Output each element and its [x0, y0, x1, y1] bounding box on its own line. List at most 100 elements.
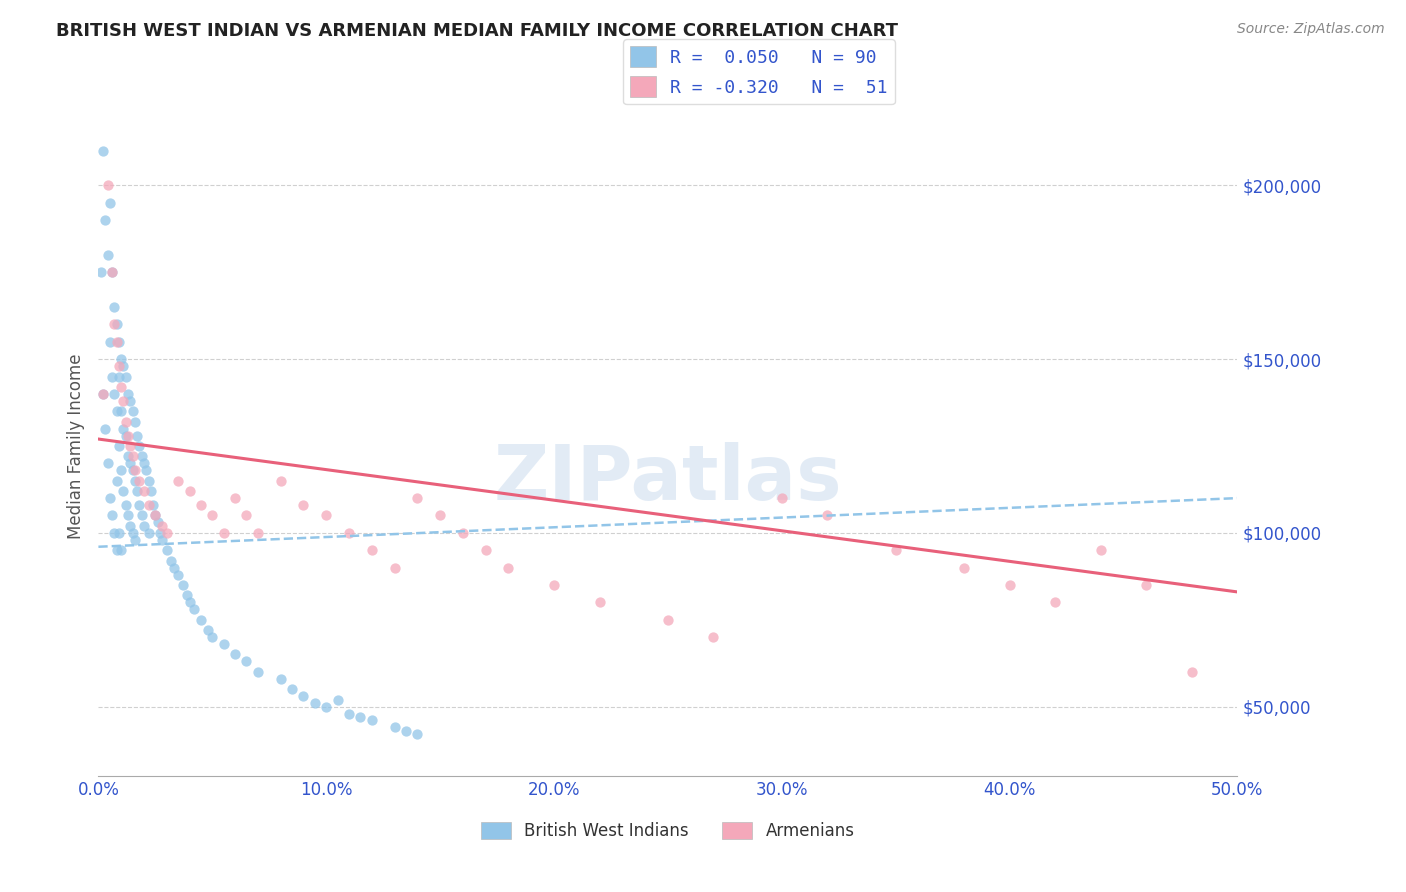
Point: [94, 213, 117, 227]
Point: [103, 300, 125, 314]
Point: [162, 560, 184, 574]
Point: [117, 387, 139, 401]
Point: [120, 519, 142, 533]
Point: [91, 144, 114, 158]
Point: [212, 637, 235, 651]
Point: [884, 543, 907, 558]
Y-axis label: Median Family Income: Median Family Income: [66, 353, 84, 539]
Point: [101, 369, 124, 384]
Point: [96, 248, 118, 262]
Point: [179, 595, 201, 609]
Point: [121, 463, 143, 477]
Point: [108, 359, 131, 373]
Point: [91, 387, 114, 401]
Point: [120, 393, 142, 408]
Point: [474, 543, 496, 558]
Point: [120, 456, 142, 470]
Point: [201, 508, 224, 523]
Point: [138, 498, 160, 512]
Point: [142, 498, 165, 512]
Point: [246, 525, 269, 540]
Text: BRITISH WEST INDIAN VS ARMENIAN MEDIAN FAMILY INCOME CORRELATION CHART: BRITISH WEST INDIAN VS ARMENIAN MEDIAN F…: [56, 22, 898, 40]
Point: [156, 543, 179, 558]
Point: [139, 484, 162, 499]
Point: [337, 525, 360, 540]
Point: [128, 498, 150, 512]
Text: Source: ZipAtlas.com: Source: ZipAtlas.com: [1237, 22, 1385, 37]
Point: [124, 415, 146, 429]
Point: [384, 560, 406, 574]
Point: [815, 508, 838, 523]
Point: [315, 508, 337, 523]
Point: [112, 359, 135, 373]
Point: [176, 588, 198, 602]
Point: [103, 387, 125, 401]
Point: [132, 456, 155, 470]
Point: [702, 630, 724, 644]
Point: [114, 369, 136, 384]
Point: [406, 727, 429, 741]
Point: [281, 682, 304, 697]
Point: [183, 602, 205, 616]
Point: [94, 422, 117, 436]
Point: [110, 404, 132, 418]
Point: [235, 654, 257, 668]
Point: [128, 439, 150, 453]
Point: [149, 525, 172, 540]
Point: [132, 519, 155, 533]
Point: [224, 648, 246, 662]
Point: [112, 484, 135, 499]
Point: [190, 613, 212, 627]
Point: [105, 404, 128, 418]
Point: [172, 578, 194, 592]
Point: [429, 508, 451, 523]
Point: [120, 439, 142, 453]
Point: [135, 463, 157, 477]
Point: [138, 474, 160, 488]
Point: [121, 450, 143, 464]
Point: [1043, 595, 1066, 609]
Point: [124, 463, 146, 477]
Point: [105, 543, 128, 558]
Point: [167, 567, 190, 582]
Point: [117, 428, 139, 442]
Point: [1090, 543, 1112, 558]
Point: [117, 450, 139, 464]
Point: [1181, 665, 1204, 679]
Point: [498, 560, 520, 574]
Point: [224, 491, 246, 505]
Point: [110, 352, 132, 367]
Point: [101, 508, 124, 523]
Point: [124, 533, 146, 547]
Point: [657, 613, 679, 627]
Point: [105, 334, 128, 349]
Point: [110, 463, 132, 477]
Point: [406, 491, 429, 505]
Text: ZIPatlas: ZIPatlas: [494, 442, 842, 516]
Point: [197, 623, 219, 637]
Point: [145, 508, 167, 523]
Point: [304, 696, 326, 710]
Point: [98, 195, 121, 210]
Point: [292, 689, 315, 703]
Point: [114, 415, 136, 429]
Point: [90, 265, 112, 279]
Point: [395, 723, 418, 738]
Point: [112, 422, 135, 436]
Point: [179, 484, 201, 499]
Point: [138, 525, 160, 540]
Point: [246, 665, 269, 679]
Point: [190, 498, 212, 512]
Point: [360, 543, 382, 558]
Point: [150, 519, 173, 533]
Point: [98, 334, 121, 349]
Point: [315, 699, 337, 714]
Point: [337, 706, 360, 721]
Point: [212, 525, 235, 540]
Point: [131, 508, 153, 523]
Point: [121, 404, 143, 418]
Point: [105, 318, 128, 332]
Point: [326, 692, 349, 706]
Point: [1135, 578, 1157, 592]
Point: [128, 474, 150, 488]
